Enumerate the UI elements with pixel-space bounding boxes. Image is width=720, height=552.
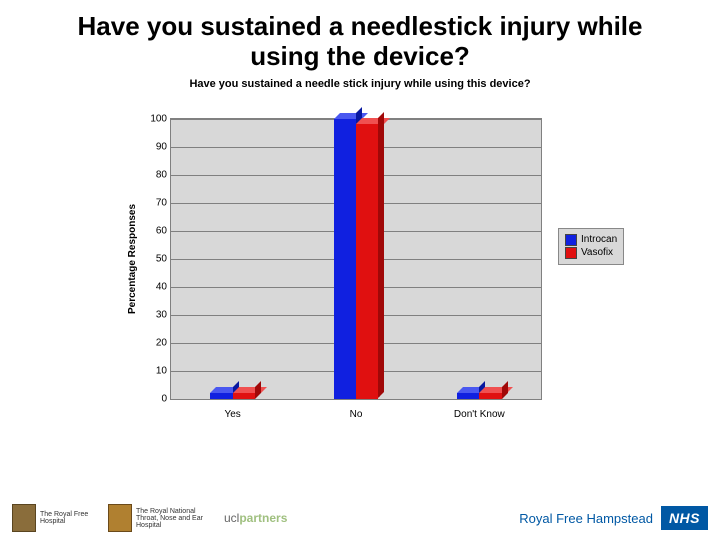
legend-item: Introcan [565, 234, 617, 246]
x-tick-label: Don't Know [454, 409, 505, 420]
crest-icon [108, 504, 132, 532]
ucl-logo: uclpartners [224, 511, 287, 525]
y-tick-label: 40 [156, 281, 171, 292]
plot-area: Percentage Responses 0102030405060708090… [170, 118, 542, 400]
chart-container: Have you sustained a needle stick injury… [80, 78, 640, 438]
y-tick-label: 10 [156, 365, 171, 376]
x-tick-label: Yes [224, 409, 240, 420]
hosp1-label: The Royal Free Hospital [40, 511, 100, 525]
x-tick-label: No [350, 409, 363, 420]
footer-logos: The Royal Free Hospital The Royal Nation… [12, 504, 708, 532]
bar-vasofix-2 [479, 393, 501, 399]
y-tick-label: 0 [161, 393, 171, 404]
hosp2-label: The Royal National Throat, Nose and Ear … [136, 508, 216, 529]
bar-introcan-1 [334, 119, 356, 399]
y-tick-label: 20 [156, 337, 171, 348]
slide-title: Have you sustained a needlestick injury … [40, 12, 680, 72]
bar-vasofix-1 [356, 124, 378, 398]
y-tick-label: 70 [156, 197, 171, 208]
legend-swatch-icon [565, 247, 577, 259]
chart-legend: Introcan Vasofix [558, 228, 624, 265]
hospital-1: The Royal Free Hospital [12, 504, 100, 532]
y-tick-label: 60 [156, 225, 171, 236]
y-tick-label: 50 [156, 253, 171, 264]
chart-title: Have you sustained a needle stick injury… [80, 78, 640, 90]
legend-swatch-icon [565, 234, 577, 246]
hospital-2: The Royal National Throat, Nose and Ear … [108, 504, 216, 532]
legend-label: Introcan [581, 234, 617, 245]
y-tick-label: 90 [156, 141, 171, 152]
crest-icon [12, 504, 36, 532]
y-tick-label: 100 [150, 113, 171, 124]
legend-item: Vasofix [565, 247, 617, 259]
bar-introcan-0 [210, 393, 232, 399]
legend-label: Vasofix [581, 247, 613, 258]
bar-vasofix-0 [233, 393, 255, 399]
y-tick-label: 30 [156, 309, 171, 320]
y-axis-label: Percentage Responses [127, 204, 138, 314]
bar-introcan-2 [457, 393, 479, 399]
nhs-logo: NHS [661, 506, 708, 530]
royal-free-label: Royal Free Hampstead [519, 511, 653, 526]
y-tick-label: 80 [156, 169, 171, 180]
